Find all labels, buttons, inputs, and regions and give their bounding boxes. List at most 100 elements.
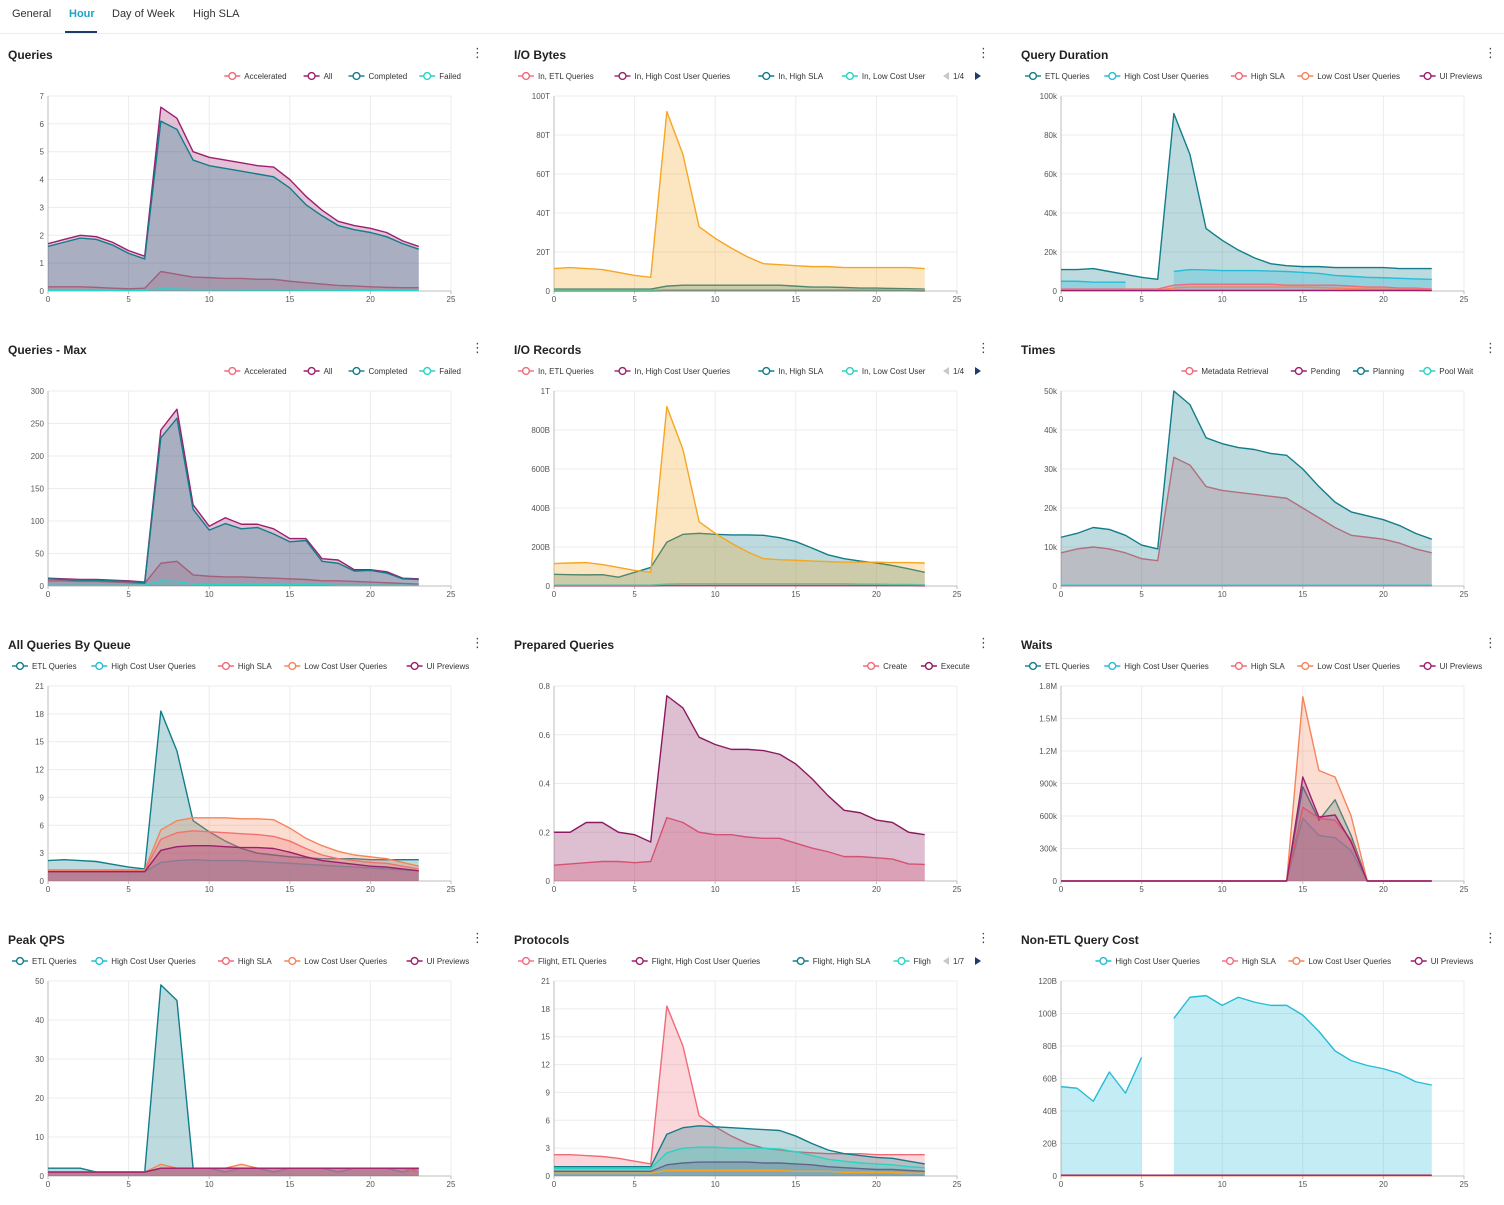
kebab-menu-icon[interactable]: ⋮	[471, 635, 484, 650]
legend-item-low-cost-user-queries[interactable]: Low Cost User Queries	[1288, 956, 1391, 966]
legend-item-flight-etl-queries[interactable]: Flight, ETL Queries	[518, 956, 607, 966]
legend-label: In, ETL Queries	[538, 367, 594, 376]
legend-item-in-low-cost-user-queries[interactable]: In, Low Cost User	[841, 71, 926, 81]
legend-item-ui-previews[interactable]: UI Previews	[406, 661, 470, 671]
legend-item-planning[interactable]: Planning	[1352, 366, 1404, 376]
series-high-cost-user-queries-line	[1061, 817, 1432, 882]
kebab-menu-icon[interactable]: ⋮	[977, 635, 990, 650]
panel-non-etl-query-cost: Non-ETL Query Cost ⋮ 0 5 10 15 20 25 0 20B 40B 60B…	[1021, 930, 1497, 1195]
triangle-right-icon[interactable]	[975, 957, 981, 965]
series-etl-queries-area	[48, 984, 419, 1176]
panel-title: Queries - Max	[8, 343, 87, 357]
series-completed-line	[47, 120, 419, 260]
tab-day-of-week[interactable]: Day of Week	[112, 8, 175, 20]
kebab-menu-icon[interactable]: ⋮	[471, 340, 484, 355]
kebab-menu-icon[interactable]: ⋮	[977, 340, 990, 355]
x-tick-label: 20	[872, 885, 881, 894]
legend-item-high-cost-user-queries[interactable]: High Cost User Queries	[91, 661, 196, 671]
legend-item-in-high-cost-user-queries[interactable]: In, High Cost User Queries	[614, 366, 731, 376]
legend-item-completed[interactable]: Completed	[348, 71, 408, 81]
y-tick-label: 150	[31, 485, 45, 494]
legend-item-low-cost-user-queries[interactable]: Low Cost User Queries	[284, 661, 387, 671]
legend-item-flight-low[interactable]: Fligh	[893, 956, 931, 966]
legend-item-etl-queries[interactable]: ETL Queries	[1025, 71, 1090, 81]
legend-label: High Cost User Queries	[1115, 957, 1199, 966]
legend-item-etl-queries[interactable]: ETL Queries	[12, 661, 77, 671]
legend: Create Execute	[863, 661, 970, 671]
y-tick-label: 5	[40, 148, 45, 157]
legend-item-failed[interactable]: Failed	[419, 366, 461, 376]
legend-label: All	[324, 72, 333, 81]
kebab-menu-icon[interactable]: ⋮	[1484, 635, 1497, 650]
x-tick-label: 0	[46, 1180, 51, 1189]
legend-item-pool-wait[interactable]: Pool Wait	[1419, 366, 1474, 376]
series-high-cost-user-queries-line	[1173, 268, 1432, 280]
grid	[553, 390, 958, 587]
legend-item-low-cost-user-queries[interactable]: Low Cost User Queries	[1297, 661, 1400, 671]
legend-item-metadata-retrieval[interactable]: Metadata Retrieval	[1181, 366, 1269, 376]
triangle-right-icon[interactable]	[975, 72, 981, 80]
triangle-left-icon[interactable]	[943, 72, 949, 80]
x-tick-label: 15	[1298, 885, 1307, 894]
legend-item-flight-high-cost-user-queries[interactable]: Flight, High Cost User Queries	[631, 956, 760, 966]
legend-item-low-cost-user-queries[interactable]: Low Cost User Queries	[1297, 71, 1400, 81]
legend-item-ui-previews[interactable]: UI Previews	[406, 956, 470, 966]
legend-item-high-cost-user-queries[interactable]: High Cost User Queries	[1104, 71, 1209, 81]
legend-item-etl-queries[interactable]: ETL Queries	[12, 956, 77, 966]
y-tick-label: 100T	[532, 92, 550, 101]
legend-item-ui-previews[interactable]: UI Previews	[1419, 71, 1483, 81]
kebab-menu-icon[interactable]: ⋮	[977, 930, 990, 945]
legend-item-pending[interactable]: Pending	[1290, 366, 1340, 376]
legend-item-create[interactable]: Create	[863, 661, 908, 671]
triangle-left-icon[interactable]	[943, 367, 949, 375]
legend-item-in-high-cost-user-queries[interactable]: In, High Cost User Queries	[614, 71, 731, 81]
kebab-menu-icon[interactable]: ⋮	[471, 930, 484, 945]
legend-item-high-cost-user-queries[interactable]: High Cost User Queries	[1104, 661, 1209, 671]
legend-item-low-cost-user-queries[interactable]: Low Cost User Queries	[284, 956, 387, 966]
series-ui-previews-line	[1061, 776, 1432, 882]
legend-item-high-sla[interactable]: High SLA	[1230, 661, 1285, 671]
legend-item-flight-high-sla[interactable]: Flight, High SLA	[792, 956, 871, 966]
legend-item-failed[interactable]: Failed	[419, 71, 461, 81]
series-flight-high-sla-area	[554, 1125, 925, 1176]
legend-item-in-etl-queries[interactable]: In, ETL Queries	[518, 366, 594, 376]
legend-item-high-cost-user-queries[interactable]: High Cost User Queries	[91, 956, 196, 966]
legend-item-high-cost-user-queries[interactable]: High Cost User Queries	[1095, 956, 1200, 966]
y-tick-label: 0.8	[539, 682, 551, 691]
triangle-right-icon[interactable]	[975, 367, 981, 375]
triangle-left-icon[interactable]	[943, 957, 949, 965]
legend-label: High SLA	[1242, 957, 1276, 966]
kebab-menu-icon[interactable]: ⋮	[471, 45, 484, 60]
legend-item-high-sla[interactable]: High SLA	[1222, 956, 1276, 966]
legend-item-etl-queries[interactable]: ETL Queries	[1025, 661, 1090, 671]
legend-item-accelerated[interactable]: Accelerated	[224, 71, 287, 81]
legend-item-high-sla[interactable]: High SLA	[217, 956, 272, 966]
kebab-menu-icon[interactable]: ⋮	[1484, 45, 1497, 60]
tab-bar: General Hour Day of Week High SLA	[0, 0, 1504, 34]
legend-item-high-sla[interactable]: High SLA	[1230, 71, 1285, 81]
kebab-menu-icon[interactable]: ⋮	[977, 45, 990, 60]
legend-item-in-high-sla[interactable]: In, High SLA	[758, 71, 824, 81]
kebab-menu-icon[interactable]: ⋮	[1484, 930, 1497, 945]
legend-label: ETL Queries	[1045, 662, 1090, 671]
legend-item-execute[interactable]: Execute	[920, 661, 970, 671]
legend-item-in-low-cost-user-queries[interactable]: In, Low Cost User	[841, 366, 926, 376]
kebab-menu-icon[interactable]: ⋮	[1484, 340, 1497, 355]
legend-item-all[interactable]: All	[303, 71, 333, 81]
legend-item-ui-previews[interactable]: UI Previews	[1419, 661, 1483, 671]
legend-item-in-etl-queries[interactable]: In, ETL Queries	[518, 71, 594, 81]
panel-title: Protocols	[514, 933, 570, 947]
legend-item-high-sla[interactable]: High SLA	[217, 661, 272, 671]
legend-item-accelerated[interactable]: Accelerated	[224, 366, 287, 376]
series-completed-area	[48, 418, 419, 586]
tab-hour[interactable]: Hour	[69, 8, 95, 20]
legend-label: Flight, High Cost User Queries	[652, 957, 760, 966]
legend-item-in-high-sla[interactable]: In, High SLA	[758, 366, 824, 376]
x-tick-label: 5	[1139, 295, 1144, 304]
legend-item-completed[interactable]: Completed	[348, 366, 408, 376]
y-tick-label: 200	[31, 452, 45, 461]
tab-high-sla[interactable]: High SLA	[193, 8, 240, 20]
legend-item-all[interactable]: All	[303, 366, 333, 376]
tab-general[interactable]: General	[12, 8, 52, 20]
legend-item-ui-previews[interactable]: UI Previews	[1410, 956, 1474, 966]
